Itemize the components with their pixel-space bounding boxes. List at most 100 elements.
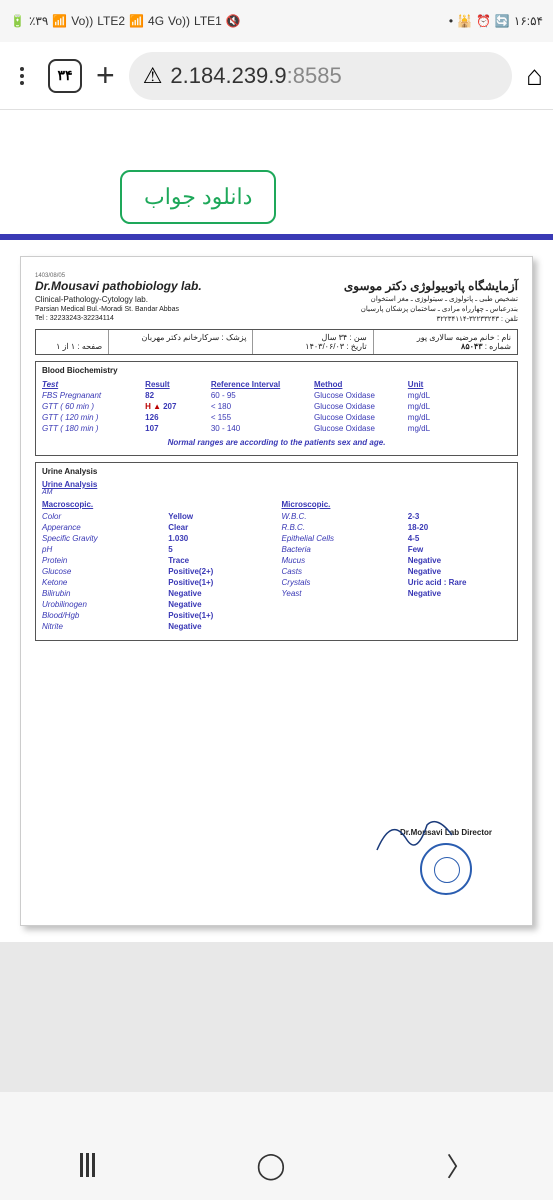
micro-key: W.B.C. <box>282 512 408 521</box>
fourg: 4G <box>148 14 164 28</box>
urine-section: Urine Analysis Urine Analysis AM Macrosc… <box>35 462 518 641</box>
bio-unit: mg/dL <box>408 402 455 411</box>
patient-doctor: سرکارخانم دکتر مهربان <box>142 333 220 342</box>
home-button[interactable]: ⌂ <box>526 60 543 92</box>
lab-addr-en: Parsian Medical Bul.-Moradi St. Bandar A… <box>35 306 277 313</box>
bio-unit: mg/dL <box>408 424 455 433</box>
macro-key: Color <box>42 512 168 521</box>
patient-doctor-lbl: پزشک : <box>222 333 247 342</box>
bio-header-row: Test Result Reference Interval Method Un… <box>42 379 511 390</box>
tab-count-button[interactable]: ۳۴ <box>48 59 82 93</box>
micro-key: Crystals <box>282 578 408 587</box>
macro-val: 5 <box>168 545 271 554</box>
lab-sub-en: Clinical-Pathology-Cytology lab. <box>35 295 277 304</box>
lte1: LTE1 <box>194 14 222 28</box>
micro-key: Mucus <box>282 556 408 565</box>
bio-hdr-unit: Unit <box>408 380 455 389</box>
patient-page: صفحه : ۱ از ۱ <box>56 342 102 351</box>
macro-val: Yellow <box>168 512 271 521</box>
micro-val: Negative <box>408 556 511 565</box>
clock-time: ۱۶:۵۴ <box>514 14 543 28</box>
micro-key: R.B.C. <box>282 523 408 532</box>
bio-test: FBS Pregnanant <box>42 391 145 400</box>
back-button[interactable]: 〉 <box>446 1147 472 1184</box>
page-content: دانلود جواب 1403/08/05 Dr.Mousavi pathob… <box>0 110 553 942</box>
bio-method: Glucose Oxidase <box>314 413 408 422</box>
macro-row: pH5 <box>42 544 272 555</box>
macro-key: Specific Gravity <box>42 534 168 543</box>
micro-val: Negative <box>408 589 511 598</box>
macro-key: Nitrite <box>42 622 168 631</box>
micro-key: Bacteria <box>282 545 408 554</box>
patient-age-lbl: سن : <box>349 333 366 342</box>
home-nav-button[interactable]: ◯ <box>256 1150 285 1181</box>
macro-val: Positive(1+) <box>168 611 271 620</box>
mosque-icon: 🕌 <box>457 14 472 28</box>
bio-test: GTT ( 180 min ) <box>42 424 145 433</box>
alarm-icon: ⏰ <box>476 14 491 28</box>
bio-row: FBS Pregnanant8260 - 95Glucose Oxidasemg… <box>42 390 511 401</box>
download-button[interactable]: دانلود جواب <box>120 170 276 224</box>
bio-result: 126 <box>145 413 211 422</box>
url-bar[interactable]: ⚠ 2.184.239.9:8585 <box>129 52 512 100</box>
macro-row: KetonePositive(1+) <box>42 577 272 588</box>
bio-hdr-method: Method <box>314 380 408 389</box>
bio-method: Glucose Oxidase <box>314 424 408 433</box>
recent-apps-button[interactable] <box>80 1153 95 1177</box>
macro-row: Blood/HgbPositive(1+) <box>42 610 272 621</box>
macro-val: 1.030 <box>168 534 271 543</box>
macro-val: Negative <box>168 622 271 631</box>
macro-row: ColorYellow <box>42 511 272 522</box>
macro-row: BilirubinNegative <box>42 588 272 599</box>
micro-col: Microscopic. W.B.C.2-3R.B.C.18-20Epithel… <box>282 500 512 632</box>
patient-date-lbl: تاریخ : <box>346 342 366 351</box>
signature-area: Dr.Mousavi Lab Director <box>400 828 492 895</box>
menu-icon[interactable] <box>10 64 34 88</box>
bio-row: GTT ( 60 min )H ▲207< 180Glucose Oxidase… <box>42 401 511 412</box>
micro-key: Casts <box>282 567 408 576</box>
macro-row: Specific Gravity1.030 <box>42 533 272 544</box>
macro-val: Trace <box>168 556 271 565</box>
patient-name-cell: نام : خانم مرضیه سالاری پور شماره : ۸۵۰۴… <box>373 330 517 354</box>
bio-row: GTT ( 180 min )10730 - 140Glucose Oxidas… <box>42 423 511 434</box>
macro-val: Positive(1+) <box>168 578 271 587</box>
micro-row: Epithelial Cells4-5 <box>282 533 512 544</box>
bio-ref: 60 - 95 <box>211 391 314 400</box>
urine-columns: Macroscopic. ColorYellowApperanceClearSp… <box>42 500 511 632</box>
bio-table: Test Result Reference Interval Method Un… <box>42 379 511 434</box>
micro-row: CastsNegative <box>282 566 512 577</box>
macro-col: Macroscopic. ColorYellowApperanceClearSp… <box>42 500 272 632</box>
macro-row: ApperanceClear <box>42 522 272 533</box>
battery-pct: ٪۳۹ <box>29 14 48 28</box>
lab-name-fa: آزمایشگاه پاتوبیولوژی دکتر موسوی <box>286 279 518 293</box>
macro-key: Glucose <box>42 567 168 576</box>
patient-name-lbl: نام : <box>497 333 511 342</box>
micro-key: Epithelial Cells <box>282 534 408 543</box>
bio-result: H ▲207 <box>145 402 211 411</box>
url-port: :8585 <box>287 63 342 88</box>
patient-number-lbl: شماره : <box>485 342 511 351</box>
macro-key: Bilirubin <box>42 589 168 598</box>
patient-box: نام : خانم مرضیه سالاری پور شماره : ۸۵۰۴… <box>35 329 518 355</box>
signal1-icon: 📶 <box>52 14 67 28</box>
bottom-gray-area <box>0 942 553 1092</box>
header-left: Dr.Mousavi pathobiology lab. Clinical-Pa… <box>35 279 277 323</box>
patient-number: ۸۵۰۴۳ <box>461 342 482 351</box>
bio-title: Blood Biochemistry <box>42 366 511 375</box>
lab-sub-fa1: تشخیص طبی ـ پاتولوژی ـ سیتولوژی ـ مغز اس… <box>286 295 518 303</box>
bio-method: Glucose Oxidase <box>314 391 408 400</box>
macro-row: NitriteNegative <box>42 621 272 632</box>
bio-result: 107 <box>145 424 211 433</box>
tab-count-label: ۳۴ <box>57 67 72 84</box>
micro-val: Uric acid : Rare <box>408 578 511 587</box>
macro-key: pH <box>42 545 168 554</box>
status-right: • 🕌 ⏰ 🔄 ۱۶:۵۴ <box>449 14 543 28</box>
bio-note: Normal ranges are according to the patie… <box>42 438 511 447</box>
patient-doctor-cell: پزشک : سرکارخانم دکتر مهربان <box>108 330 252 354</box>
patient-page-cell: صفحه : ۱ از ۱ <box>36 330 108 354</box>
new-tab-button[interactable]: + <box>96 57 115 94</box>
bio-test: GTT ( 60 min ) <box>42 402 145 411</box>
vol1: Vo)) <box>71 14 93 28</box>
vol2: Vo)) <box>168 14 190 28</box>
lab-tel-en: Tel : 32233243-32234114 <box>35 315 277 322</box>
